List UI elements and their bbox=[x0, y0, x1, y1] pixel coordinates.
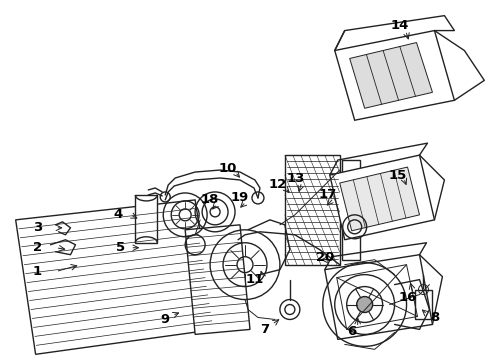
Circle shape bbox=[357, 297, 372, 312]
Text: 1: 1 bbox=[33, 265, 42, 278]
Text: 8: 8 bbox=[430, 311, 439, 324]
Text: 16: 16 bbox=[398, 291, 416, 304]
Polygon shape bbox=[185, 225, 250, 334]
Polygon shape bbox=[350, 42, 433, 108]
Text: 4: 4 bbox=[114, 208, 123, 221]
Text: 6: 6 bbox=[347, 325, 356, 338]
Text: 15: 15 bbox=[389, 168, 407, 181]
Text: 2: 2 bbox=[33, 241, 42, 254]
Text: 7: 7 bbox=[260, 323, 270, 336]
Polygon shape bbox=[16, 200, 215, 354]
Polygon shape bbox=[325, 255, 433, 339]
Bar bbox=[342, 160, 360, 260]
Text: 19: 19 bbox=[231, 192, 249, 204]
Text: 20: 20 bbox=[316, 251, 334, 264]
Bar bbox=[285, 155, 340, 265]
Text: 13: 13 bbox=[287, 171, 305, 185]
Bar bbox=[415, 289, 433, 319]
Bar bbox=[135, 195, 157, 243]
Text: 11: 11 bbox=[246, 273, 264, 286]
Text: 3: 3 bbox=[33, 221, 42, 234]
Circle shape bbox=[210, 207, 220, 217]
Polygon shape bbox=[340, 167, 419, 231]
Text: 9: 9 bbox=[161, 313, 170, 326]
Polygon shape bbox=[330, 155, 435, 240]
Text: 10: 10 bbox=[219, 162, 237, 175]
Polygon shape bbox=[335, 31, 454, 120]
Text: 17: 17 bbox=[318, 188, 337, 202]
Text: 5: 5 bbox=[116, 241, 125, 254]
Polygon shape bbox=[337, 265, 417, 329]
Text: 12: 12 bbox=[269, 179, 287, 192]
Circle shape bbox=[179, 209, 191, 221]
Text: 18: 18 bbox=[201, 193, 220, 206]
Text: 14: 14 bbox=[391, 19, 409, 32]
